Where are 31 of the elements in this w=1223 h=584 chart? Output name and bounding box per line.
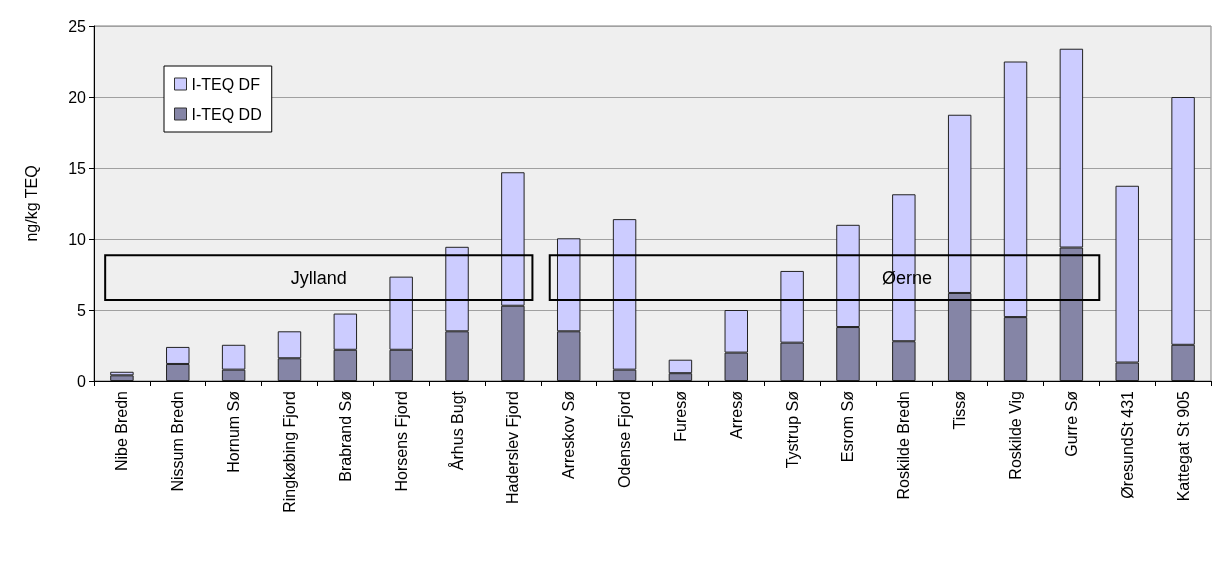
x-tick-label: Ringkøbing Fjord [280, 391, 298, 513]
x-tick-label: Gurre Sø [1062, 390, 1080, 457]
x-tick-label: Arreskov Sø [560, 390, 578, 480]
x-tick-label: Roskilde Bredn [895, 391, 913, 500]
x-tick-label: Haderslev Fjord [504, 391, 522, 504]
legend-label: I-TEQ DD [191, 105, 262, 123]
bar [110, 375, 134, 381]
x-tick-label: Horsens Fjord [392, 391, 410, 492]
x-tick-label: Århus Bugt [447, 390, 466, 471]
x-tick-label: Esrom Sø [839, 390, 857, 463]
x-tick-label: Roskilde Vig [1007, 391, 1025, 480]
x-tick-label: Odense Fjord [616, 391, 634, 488]
x-tick-label: Furesø [671, 390, 689, 442]
x-tick-label: Tissø [951, 390, 969, 430]
y-tick-label: 0 [77, 372, 87, 390]
x-tick-label: Arresø [727, 390, 745, 439]
y-tick-label: 25 [68, 17, 87, 35]
legend-label: I-TEQ DF [191, 75, 261, 93]
x-tick-label: Tystrup Sø [783, 390, 801, 469]
y-tick-label: 5 [77, 301, 87, 319]
x-tick-label: Brabrand Sø [336, 390, 354, 482]
x-tick-label: Nibe Bredn [113, 391, 131, 472]
annotation: Jylland [290, 267, 347, 288]
x-tick-label: Nissum Bredn [169, 391, 187, 492]
y-tick-label: 10 [68, 230, 87, 248]
x-tick-label: Hornum Sø [225, 390, 243, 473]
y-tick-label: 20 [68, 88, 87, 106]
y-tick-label: 15 [68, 159, 87, 177]
x-tick-label: ØresundSt 431 [1118, 390, 1136, 499]
x-tick-label: Kattegat St 905 [1174, 390, 1192, 502]
y-axis-title: ng/kg TEQ [22, 165, 40, 242]
